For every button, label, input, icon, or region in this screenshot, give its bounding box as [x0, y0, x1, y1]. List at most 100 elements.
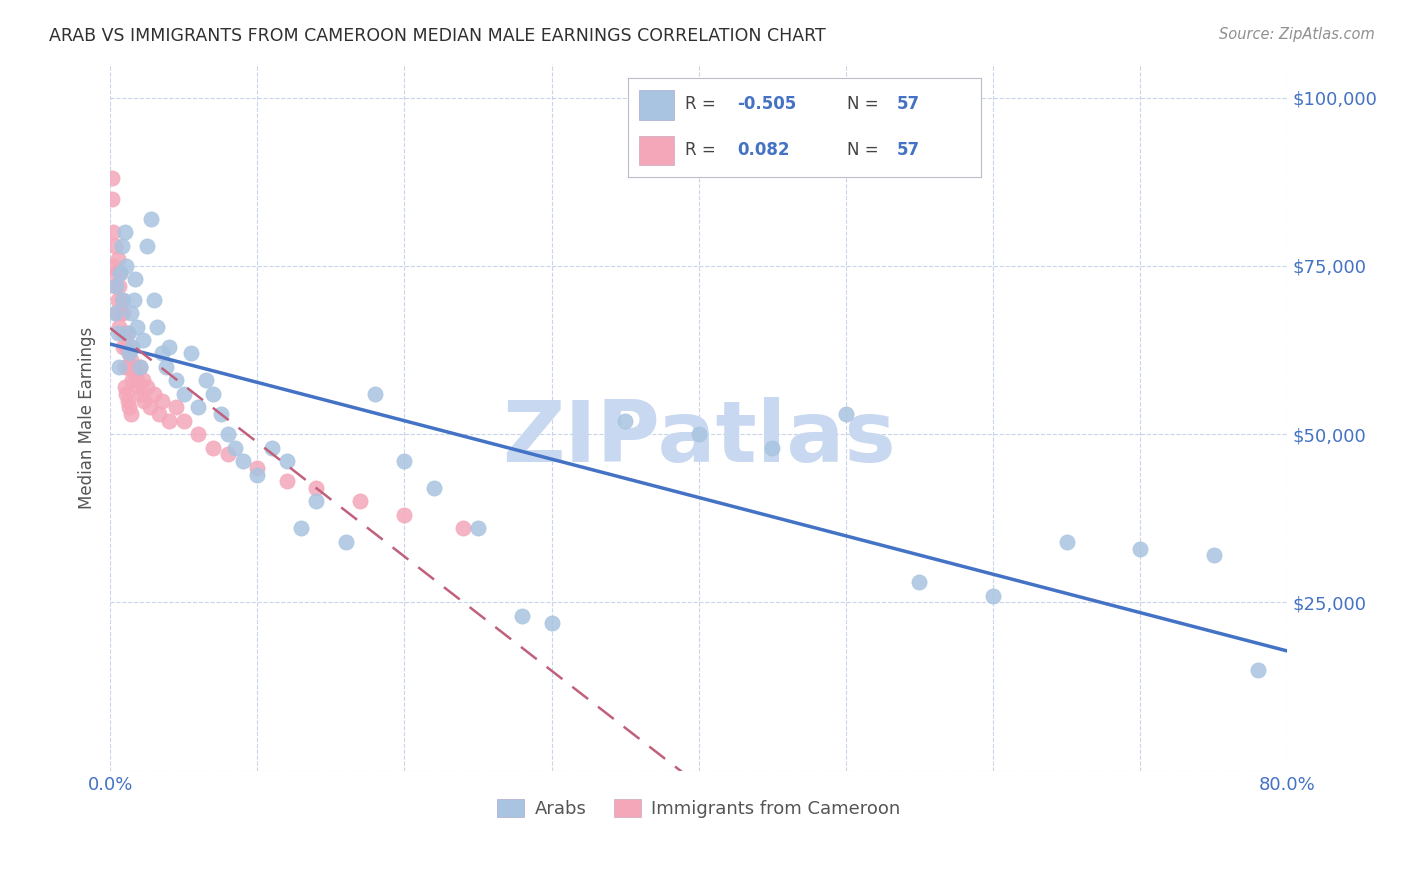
Point	[150, 393, 173, 408]
Point	[1247, 663, 1270, 677]
Point	[165, 401, 187, 415]
Point	[107, 293, 129, 307]
Point	[394, 508, 416, 522]
Point	[394, 454, 416, 468]
Point	[981, 589, 1004, 603]
Point	[105, 266, 128, 280]
Point	[110, 306, 132, 320]
Point	[118, 401, 141, 415]
Point	[165, 373, 187, 387]
Point	[157, 414, 180, 428]
Point	[117, 359, 139, 374]
Point	[148, 407, 170, 421]
Point	[117, 326, 139, 341]
Point	[103, 239, 125, 253]
Point	[141, 211, 163, 226]
Point	[108, 319, 131, 334]
Point	[110, 266, 132, 280]
Point	[110, 266, 132, 280]
Point	[187, 427, 209, 442]
Point	[510, 608, 533, 623]
Point	[117, 326, 139, 341]
Point	[614, 414, 637, 428]
Point	[136, 239, 159, 253]
Point	[194, 373, 217, 387]
Point	[128, 359, 150, 374]
Point	[125, 373, 148, 387]
Point	[111, 293, 134, 307]
Point	[305, 494, 328, 508]
Point	[100, 171, 122, 186]
Point	[118, 346, 141, 360]
Point	[246, 460, 269, 475]
Point	[143, 293, 166, 307]
Point	[202, 441, 225, 455]
Point	[1202, 549, 1225, 563]
Point	[100, 192, 122, 206]
Point	[276, 454, 298, 468]
Point	[101, 259, 124, 273]
Point	[173, 387, 195, 401]
Point	[120, 353, 142, 368]
Point	[349, 494, 371, 508]
Point	[1129, 541, 1152, 556]
Point	[120, 306, 142, 320]
Point	[101, 225, 124, 239]
Point	[139, 401, 162, 415]
Point	[129, 387, 152, 401]
Point	[217, 447, 239, 461]
Point	[114, 326, 136, 341]
Point	[112, 340, 135, 354]
Point	[467, 521, 489, 535]
Point	[108, 279, 131, 293]
Point	[112, 293, 135, 307]
Point	[122, 359, 145, 374]
Point	[150, 346, 173, 360]
Point	[121, 340, 143, 354]
Point	[115, 340, 138, 354]
Point	[115, 387, 138, 401]
Point	[112, 306, 135, 320]
Point	[423, 481, 446, 495]
Point	[114, 225, 136, 239]
Point	[187, 401, 209, 415]
Point	[121, 373, 143, 387]
Point	[364, 387, 387, 401]
Point	[114, 359, 136, 374]
Point	[761, 441, 783, 455]
Text: Source: ZipAtlas.com: Source: ZipAtlas.com	[1219, 27, 1375, 42]
Point	[127, 380, 149, 394]
Point	[107, 252, 129, 267]
Point	[246, 467, 269, 482]
Point	[111, 326, 134, 341]
Text: ZIPatlas: ZIPatlas	[502, 397, 896, 480]
Point	[124, 272, 146, 286]
Text: ARAB VS IMMIGRANTS FROM CAMEROON MEDIAN MALE EARNINGS CORRELATION CHART: ARAB VS IMMIGRANTS FROM CAMEROON MEDIAN …	[49, 27, 825, 45]
Point	[688, 427, 710, 442]
Point	[114, 380, 136, 394]
Point	[1056, 534, 1078, 549]
Point	[105, 306, 128, 320]
Point	[335, 534, 357, 549]
Point	[103, 306, 125, 320]
Point	[125, 319, 148, 334]
Point	[131, 333, 153, 347]
Point	[540, 615, 562, 630]
Y-axis label: Median Male Earnings: Median Male Earnings	[79, 326, 96, 508]
Point	[209, 407, 232, 421]
Point	[131, 373, 153, 387]
Point	[120, 407, 142, 421]
Point	[108, 359, 131, 374]
Point	[136, 380, 159, 394]
Point	[290, 521, 312, 535]
Point	[143, 387, 166, 401]
Point	[122, 293, 145, 307]
Point	[232, 454, 254, 468]
Point	[157, 340, 180, 354]
Point	[132, 393, 155, 408]
Point	[115, 259, 138, 273]
Point	[118, 346, 141, 360]
Point	[146, 319, 169, 334]
Point	[451, 521, 474, 535]
Point	[111, 239, 134, 253]
